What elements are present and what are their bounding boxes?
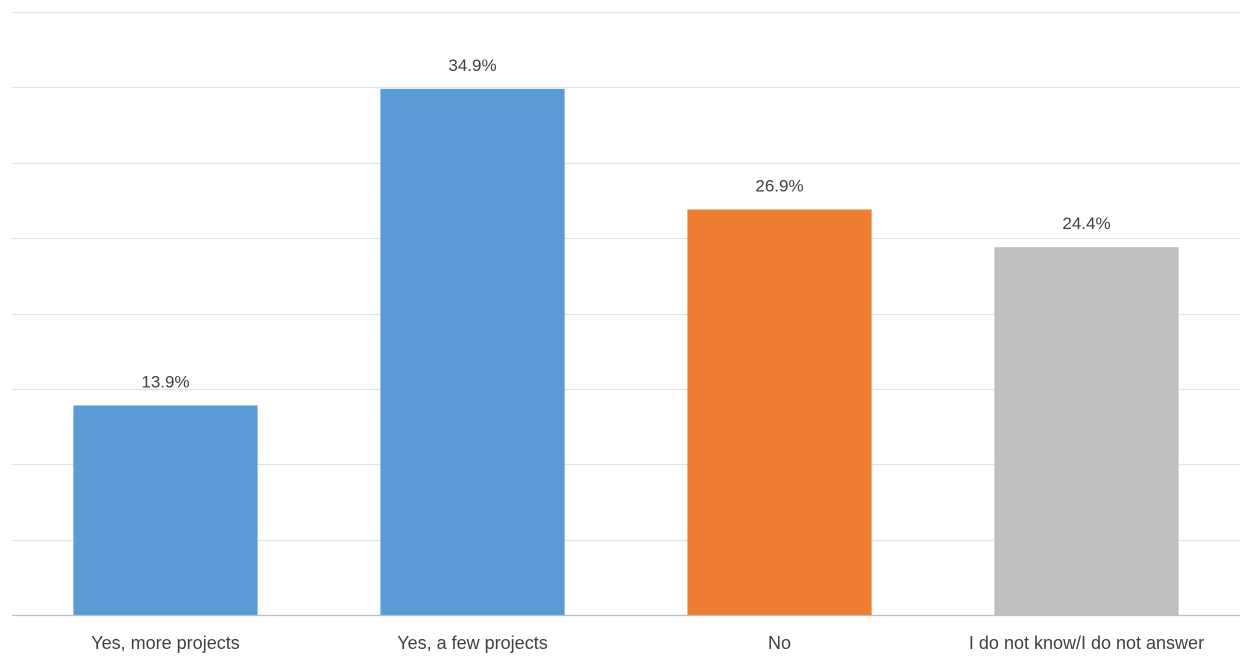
bars bbox=[73, 88, 1179, 616]
data-label: 13.9% bbox=[141, 372, 189, 391]
data-label: 34.9% bbox=[448, 56, 496, 75]
bar-1 bbox=[73, 405, 258, 615]
bar-4 bbox=[994, 247, 1179, 616]
data-labels: 13.9% 34.9% 26.9% 24.4% bbox=[141, 56, 1110, 392]
x-tick-label: Yes, more projects bbox=[91, 633, 239, 653]
data-label: 24.4% bbox=[1062, 214, 1110, 233]
data-label: 26.9% bbox=[755, 176, 803, 195]
bar-2 bbox=[380, 88, 565, 615]
x-tick-label: I do not know/I do not answer bbox=[969, 633, 1204, 653]
bar-3 bbox=[687, 209, 872, 616]
x-tick-label: No bbox=[768, 633, 791, 653]
x-tick-label: Yes, a few projects bbox=[397, 633, 547, 653]
x-tick-labels: Yes, more projects Yes, a few projects No I… bbox=[91, 633, 1204, 653]
